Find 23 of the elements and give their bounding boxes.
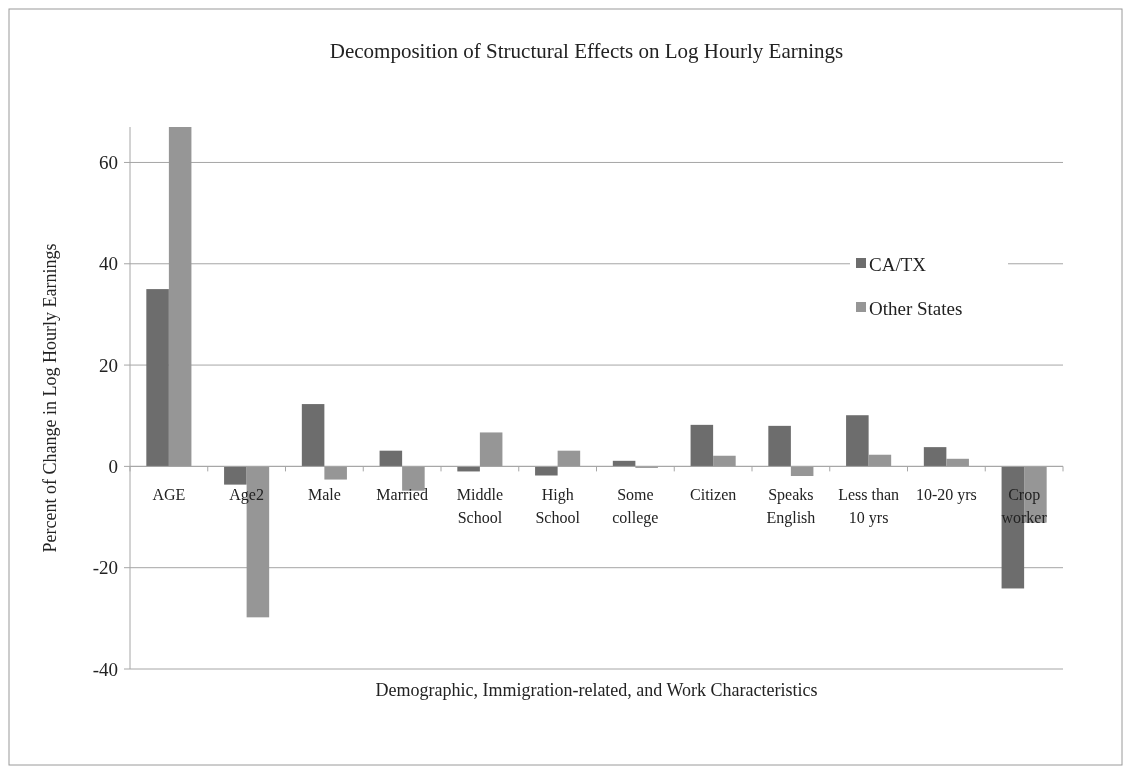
y-axis-title: Percent of Change in Log Hourly Earnings bbox=[40, 243, 60, 553]
x-tick-label: Some college bbox=[612, 486, 659, 528]
x-axis-title: Demographic, Immigration-related, and Work Characteristics bbox=[375, 680, 818, 700]
x-tick-label: Crop worker bbox=[1001, 486, 1048, 527]
y-tick-label: -40 bbox=[92, 658, 118, 680]
x-tick-label: Male bbox=[307, 486, 341, 504]
y-tick-label: 0 bbox=[108, 456, 118, 478]
y-tick-label: 20 bbox=[99, 354, 118, 376]
x-tick-label: Less than 10 yrs bbox=[838, 486, 900, 528]
x-tick-label: 10-20 yrs bbox=[915, 486, 977, 505]
x-tick-label: Speaks English bbox=[766, 486, 816, 528]
x-tick-label: Married bbox=[376, 486, 428, 504]
x-tick-label: Age2 bbox=[229, 486, 264, 505]
y-tick-label: 60 bbox=[99, 152, 118, 174]
legend-label: CA/TX bbox=[869, 253, 927, 275]
chart-title: Decomposition of Structural Effects on Log Hourly Earnings bbox=[329, 39, 844, 63]
x-tick-label: Middle School bbox=[456, 486, 503, 527]
x-tick-label: High School bbox=[535, 486, 581, 527]
y-tick-label: 40 bbox=[99, 253, 118, 275]
y-tick-label: -20 bbox=[92, 557, 118, 579]
x-tick-label: Citizen bbox=[690, 486, 737, 504]
legend-label: Other States bbox=[869, 297, 963, 319]
x-tick-label: AGE bbox=[152, 486, 186, 504]
